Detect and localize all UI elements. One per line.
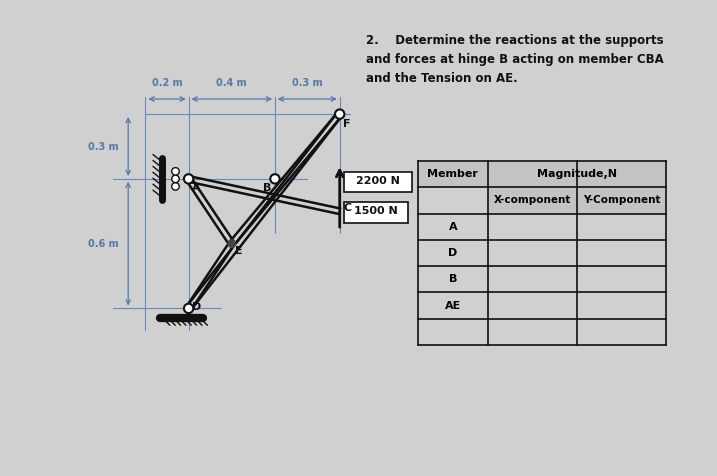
Text: E: E — [235, 246, 243, 256]
Text: D: D — [191, 301, 201, 311]
Text: 0.6 m: 0.6 m — [88, 238, 119, 248]
Text: Member: Member — [427, 169, 478, 179]
Text: 0.3 m: 0.3 m — [88, 141, 119, 151]
Text: AE: AE — [445, 300, 461, 310]
Bar — [488, 188, 666, 214]
Circle shape — [270, 174, 280, 184]
Text: A: A — [448, 222, 457, 232]
Text: Y-Component: Y-Component — [583, 196, 660, 206]
Bar — [344, 202, 408, 222]
Text: X-component: X-component — [494, 196, 571, 206]
Text: B: B — [449, 274, 457, 284]
Circle shape — [172, 175, 179, 183]
Text: D: D — [448, 248, 457, 258]
Bar — [417, 161, 666, 188]
Text: C: C — [343, 202, 351, 212]
Text: Magnitude,N: Magnitude,N — [537, 169, 617, 179]
Text: 2.    Determine the reactions at the supports
and forces at hinge B acting on me: 2. Determine the reactions at the suppor… — [366, 34, 664, 85]
Circle shape — [184, 174, 194, 184]
Circle shape — [228, 240, 236, 248]
Bar — [344, 172, 412, 192]
Text: 0.3 m: 0.3 m — [292, 78, 323, 88]
Text: 0.2 m: 0.2 m — [152, 78, 182, 88]
Text: 1500 N: 1500 N — [354, 206, 398, 216]
Circle shape — [172, 183, 179, 190]
Circle shape — [184, 304, 194, 313]
Text: B: B — [263, 183, 272, 193]
Text: 0.4 m: 0.4 m — [217, 78, 247, 88]
Circle shape — [172, 168, 179, 175]
Text: A: A — [192, 183, 201, 193]
Text: F: F — [343, 119, 351, 129]
Text: 2200 N: 2200 N — [356, 176, 400, 186]
Circle shape — [335, 109, 344, 119]
